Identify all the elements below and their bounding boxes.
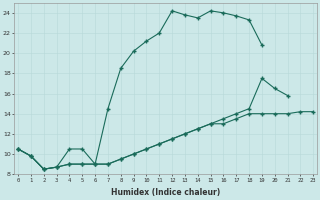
X-axis label: Humidex (Indice chaleur): Humidex (Indice chaleur)	[111, 188, 220, 197]
